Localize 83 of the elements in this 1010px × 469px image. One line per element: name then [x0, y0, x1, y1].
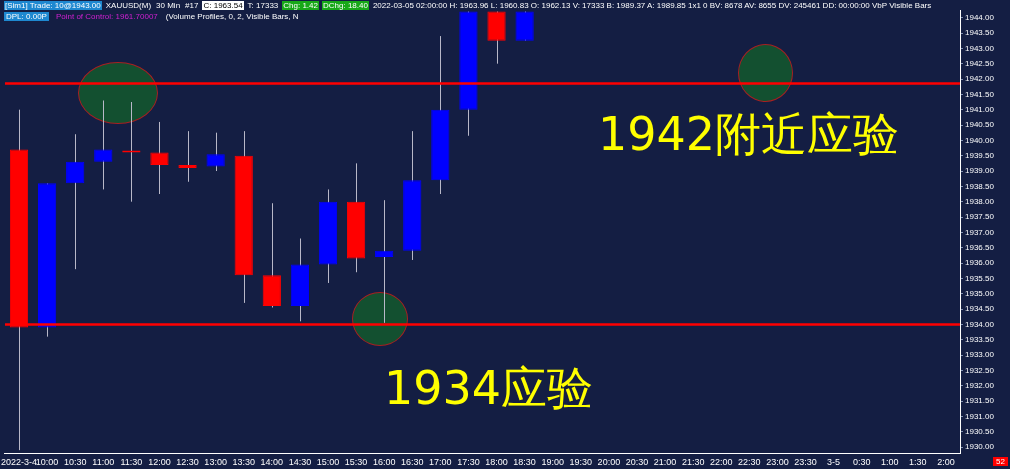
x-tick-label: 18:30: [513, 457, 536, 468]
x-tick-label: 12:00: [148, 457, 171, 468]
y-tick-label: 1930.50: [965, 426, 995, 436]
text: XAUUSD(M): [104, 1, 153, 10]
text: C: 1963.54: [202, 1, 244, 10]
x-tick-label: 12:30: [176, 457, 199, 468]
y-tick-label: 1942.50: [965, 58, 995, 68]
x-tick-label: 2022-3-4: [1, 457, 38, 468]
x-tick-label: 17:30: [457, 457, 480, 468]
x-tick-label: 0:30: [852, 457, 871, 468]
x-tick-label: 20:30: [625, 457, 649, 468]
y-tick-label: 1932.50: [965, 365, 995, 375]
y-tick-label: 1943.50: [965, 28, 995, 38]
x-tick-label: 15:00: [316, 457, 340, 468]
x-tick-label: 17:00: [429, 457, 452, 468]
y-tick-label: 1935.00: [965, 288, 995, 298]
y-tick-label: 1938.00: [965, 196, 995, 206]
x-tick-label: 21:00: [653, 457, 677, 468]
x-tick-label: 19:00: [541, 457, 564, 468]
annotation: 1942附近应验: [598, 106, 900, 163]
y-tick-label: 1939.00: [965, 166, 995, 176]
candlestick: [178, 130, 197, 183]
y-tick-label: 1936.50: [965, 242, 995, 252]
x-tick-label: 22:00: [709, 457, 733, 468]
x-tick-label: 3-5: [827, 457, 841, 468]
x-tick-label: 16:00: [372, 457, 396, 468]
y-tick-label: 1940.50: [965, 120, 995, 130]
x-tick-label: 10:30: [63, 457, 87, 468]
x-tick-label: 13:00: [204, 457, 227, 468]
x-tick-label: 16:30: [401, 457, 424, 468]
x-tick-label: 11:30: [120, 457, 143, 468]
x-tick-label: 22:30: [738, 457, 761, 468]
y-tick-label: 1941.00: [965, 104, 995, 114]
text: 2022-03-05 02:00:00 H: 1963.96 L: 1960.83 O: 1962.13 V: 17333 B: 1989.37 A: 1989.85 1x1 0 BV: 8678 AV: 8655 DV: 245461 DD: 00:00:00 VbP Visible Bars: [371, 1, 933, 10]
candlestick: [94, 99, 113, 190]
y-tick-label: 1934.50: [965, 304, 995, 314]
x-tick-label: 20:00: [597, 457, 621, 468]
y-tick-label: 1931.00: [965, 411, 995, 421]
text: [Sim1] Trade: 10@1943.00: [4, 1, 102, 10]
y-tick-label: 1934.00: [965, 319, 995, 329]
text: 30 Min: [155, 1, 182, 10]
candlestick: [66, 133, 85, 270]
y-tick-label: 1943.00: [965, 43, 995, 53]
y-tick-label: 1937.50: [965, 212, 995, 222]
y-tick-label: 1931.50: [965, 396, 995, 406]
x-tick-label: 14:00: [260, 457, 284, 468]
y-tick-label: 1936.00: [965, 258, 995, 268]
text: Chg: 1.42: [282, 1, 319, 10]
y-tick-label: 1940.00: [965, 135, 995, 145]
y-tick-label: 1932.00: [965, 380, 995, 390]
x-tick-label: 19:30: [569, 457, 593, 468]
x-tick-label: 23:30: [794, 457, 817, 468]
annotation: (Volume Profiles, 0, 2, Visible Bars, N: [164, 12, 300, 21]
y-tick-label: 1939.50: [965, 150, 995, 160]
annotation: 1934应验: [384, 360, 594, 417]
y-tick-label: 1938.50: [965, 181, 995, 191]
y-tick-label: 1941.50: [965, 89, 995, 99]
y-tick-label: 1935.50: [965, 273, 995, 283]
x-tick-label: 15:30: [344, 457, 368, 468]
y-tick-label: 1944.00: [965, 12, 995, 22]
text: DChg: 18.40: [322, 1, 369, 10]
x-tick-label: 1:00: [881, 457, 899, 468]
text: T: 17333: [246, 1, 280, 10]
y-tick-label: 1933.50: [965, 334, 995, 344]
x-tick-label: 1:30: [909, 457, 927, 468]
x-tick-label: 14:30: [288, 457, 312, 468]
candlestick: [375, 199, 394, 324]
y-tick-label: 1930.00: [965, 442, 995, 452]
x-tick-label: 23:00: [766, 457, 789, 468]
x-tick-label: 21:30: [681, 457, 705, 468]
annotation: DPL: 0.00P: [4, 12, 49, 21]
text: 52: [993, 457, 1008, 466]
y-tick-label: 1942.00: [965, 74, 995, 84]
x-tick-label: 10:00: [35, 457, 59, 468]
x-tick-label: 18:00: [485, 457, 508, 468]
x-tick-label: 2:00: [937, 457, 955, 468]
annotation: Point of Control: 1961.70007: [54, 12, 159, 21]
x-tick-label: 13:30: [232, 457, 255, 468]
text: #17: [184, 1, 200, 10]
x-tick-label: 11:00: [92, 457, 115, 468]
y-tick-label: 1937.00: [965, 227, 995, 237]
candlestick: [150, 121, 169, 195]
y-tick-label: 1933.00: [965, 350, 995, 360]
